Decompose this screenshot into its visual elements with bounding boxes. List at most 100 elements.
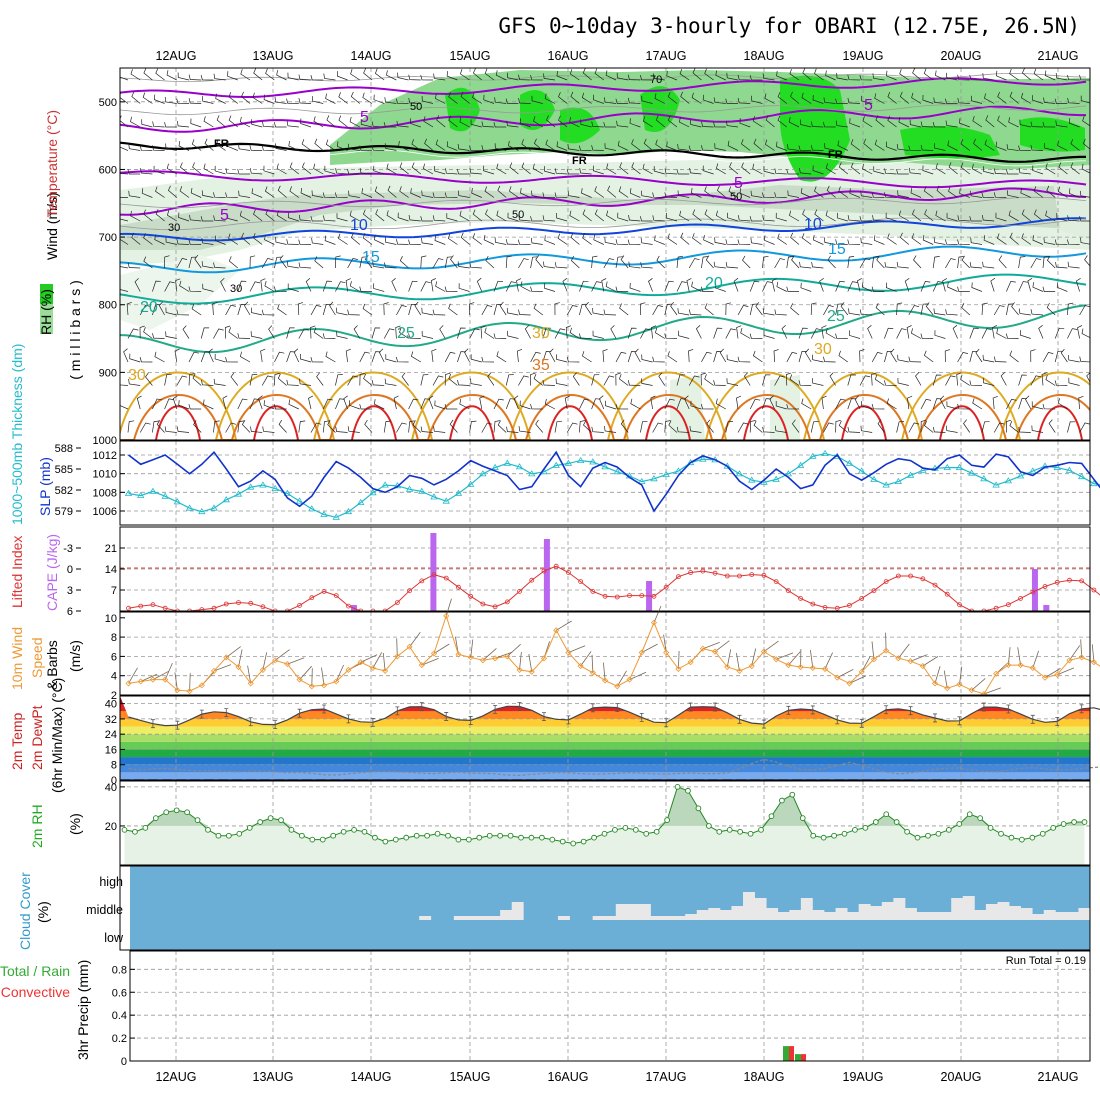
wind-barb xyxy=(520,188,531,198)
thickness-point xyxy=(967,469,976,476)
ylabel-speed: Speed xyxy=(29,638,45,678)
li-point xyxy=(712,570,718,576)
wind-barb xyxy=(558,115,568,128)
wind-barb xyxy=(188,98,202,104)
wind-barb xyxy=(201,261,214,269)
wind-barb xyxy=(483,165,495,175)
wind-barb xyxy=(313,327,324,339)
wind-barb xyxy=(896,302,903,316)
wind-barb xyxy=(362,92,373,104)
wind-barb xyxy=(347,143,360,151)
wind-barb xyxy=(139,325,145,339)
wind-barb xyxy=(896,421,905,433)
wind-barb xyxy=(897,190,909,198)
thickness-point xyxy=(479,470,487,477)
wind-barb xyxy=(713,122,726,128)
li-point xyxy=(871,588,877,594)
wind-barb xyxy=(130,116,141,128)
wind-barb xyxy=(704,303,714,316)
wind-barb xyxy=(871,403,885,410)
minmax-bar xyxy=(248,717,253,727)
wind-barb xyxy=(556,213,568,222)
wind-barb xyxy=(262,426,275,433)
wind10-point xyxy=(443,612,450,619)
wind-barb xyxy=(911,209,922,222)
li-point xyxy=(651,593,657,599)
wind-barb xyxy=(359,256,368,269)
tick-label: 20 xyxy=(105,821,117,833)
tick-label: 8 xyxy=(111,760,117,772)
wind10-point xyxy=(699,645,706,652)
wind-barb xyxy=(884,351,893,363)
wind-barb xyxy=(396,120,409,128)
wind10-point xyxy=(1090,659,1097,666)
wind-barb xyxy=(516,278,522,292)
wind-barb xyxy=(322,192,336,198)
wind-barb xyxy=(363,373,373,386)
li-point xyxy=(162,605,168,611)
wind10-barb xyxy=(849,675,866,684)
thickness-point xyxy=(564,459,573,466)
wind-barb xyxy=(435,139,446,151)
wind-barb xyxy=(120,197,129,198)
wind-barb xyxy=(313,116,324,128)
wind-barb xyxy=(421,237,434,245)
wind-barb xyxy=(567,190,580,198)
wind10-point xyxy=(675,665,682,673)
wind10-barb xyxy=(1017,647,1021,666)
rh-point xyxy=(872,819,879,825)
rh-point xyxy=(852,826,858,833)
wind-barb xyxy=(566,169,580,175)
rh-point xyxy=(486,832,493,839)
wind10-barb xyxy=(226,646,241,658)
wind-barb xyxy=(286,327,295,339)
wind-barb xyxy=(228,115,239,128)
cloud-bar xyxy=(453,916,466,920)
thickness-point xyxy=(845,459,854,466)
wind-barb xyxy=(933,97,946,104)
wind-barb xyxy=(787,190,800,198)
temp-band xyxy=(120,726,1090,735)
wind-barb xyxy=(785,372,792,386)
wind-barb xyxy=(677,308,690,316)
wind-barb xyxy=(401,372,409,386)
rh-point xyxy=(904,828,910,835)
wind-barb xyxy=(120,172,129,175)
wind-barb xyxy=(176,426,190,433)
wind-barb xyxy=(140,168,153,175)
wind-barb xyxy=(652,73,665,81)
wind-barb xyxy=(460,91,470,104)
wind-barb xyxy=(804,348,812,363)
wind-barb xyxy=(179,186,190,198)
wind-barb xyxy=(790,91,800,104)
wind-barb xyxy=(776,70,787,81)
wind-barb xyxy=(798,380,812,386)
wind10-barb xyxy=(580,651,592,667)
wind-barb xyxy=(603,122,616,128)
wind-barb xyxy=(1006,398,1017,410)
wind10-barb xyxy=(247,665,252,684)
wind-barb xyxy=(408,239,421,245)
wind-barb xyxy=(213,192,226,198)
ylabel-rh2m-units: (%) xyxy=(67,813,83,835)
wind-barb xyxy=(652,192,665,198)
wind-barb xyxy=(1068,377,1080,386)
cape-bar xyxy=(1043,605,1050,611)
wind10-point xyxy=(1005,662,1012,669)
rh-point xyxy=(434,830,441,837)
wind-barb xyxy=(725,328,736,339)
wind-barb xyxy=(421,307,434,316)
wind-barb xyxy=(347,257,358,269)
wind-barb xyxy=(386,210,397,222)
wind-barb xyxy=(1067,328,1078,339)
wind-barb xyxy=(664,168,678,175)
bottom-date-18AUG: 18AUG xyxy=(744,1070,785,1084)
wind-barb xyxy=(459,116,470,128)
wind-barb xyxy=(1043,97,1056,104)
wind-barb xyxy=(237,420,245,433)
wind-barb xyxy=(825,210,836,222)
wind-barb xyxy=(408,420,415,433)
li-point xyxy=(1018,596,1023,601)
wind-barb xyxy=(1018,427,1031,433)
wind-barb xyxy=(544,398,556,410)
